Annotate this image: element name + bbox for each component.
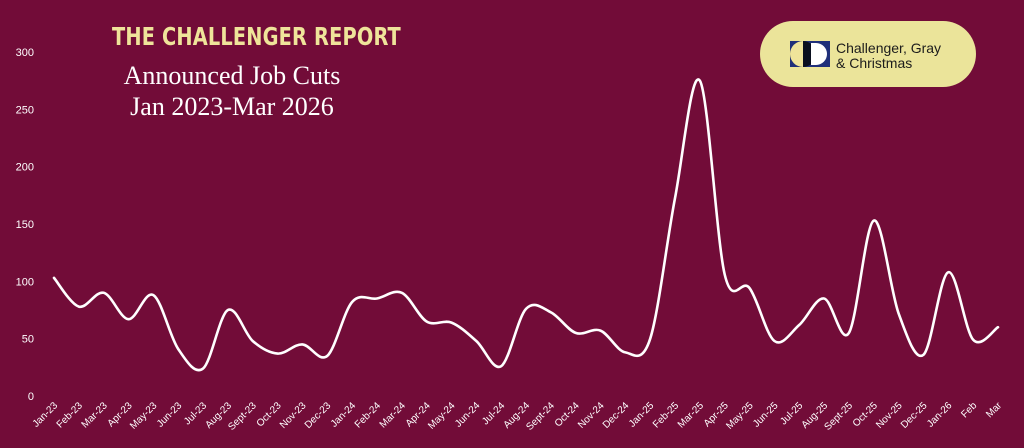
x-tick-label: Nov-25	[874, 400, 905, 431]
x-tick-label: Jun-24	[453, 400, 483, 430]
report-title: THE CHALLENGER REPORT	[112, 22, 401, 51]
logo-line1: Challenger, Gray	[836, 40, 942, 56]
series-line-job-cuts	[52, 78, 1000, 372]
x-tick-label: May-23	[128, 400, 160, 432]
chart-title: Announced Job Cuts Jan 2023-Mar 2026	[100, 60, 364, 122]
x-tick-label: Feb-25	[651, 400, 681, 430]
chart-title-line1: Announced Job Cuts	[123, 61, 341, 90]
x-tick-label: Feb	[959, 400, 979, 420]
x-tick-label: Mar-24	[378, 400, 408, 430]
y-axis: 0 50 100 150 200 250 300	[16, 47, 34, 403]
x-tick-label: Sept-23	[226, 400, 259, 433]
logo-line2: & Christmas	[836, 55, 913, 71]
x-tick-label: Jan-26	[925, 400, 955, 430]
y-tick-label: 50	[22, 334, 34, 346]
x-tick-label: Mar-25	[676, 400, 706, 430]
x-tick-label: Jun-23	[155, 400, 185, 430]
x-tick-label: Dec-24	[601, 400, 632, 431]
x-axis: Jan-23Feb-23Mar-23Apr-23May-23Jun-23Jul-…	[31, 400, 1005, 433]
y-tick-label: 300	[16, 47, 34, 59]
x-tick-label: Nov-23	[278, 400, 309, 431]
x-tick-label: Mar	[984, 400, 1004, 420]
x-tick-label: Dec-23	[303, 400, 334, 431]
x-tick-label: Feb-23	[55, 400, 85, 430]
brand-logo: Challenger, Gray & Christmas	[760, 21, 976, 87]
y-tick-label: 150	[16, 219, 34, 231]
logo-text: Challenger, Gray & Christmas	[836, 41, 941, 71]
y-tick-label: 0	[28, 391, 34, 403]
x-tick-label: Nov-24	[576, 400, 607, 431]
x-tick-label: Sept-25	[823, 400, 856, 433]
x-tick-label: Feb-24	[353, 400, 383, 430]
x-tick-label: Jun-25	[751, 400, 781, 430]
y-tick-label: 200	[16, 162, 34, 174]
y-tick-label: 100	[16, 276, 34, 288]
x-tick-label: Sept-24	[524, 400, 557, 433]
challenger-logo-icon	[790, 41, 830, 67]
x-tick-label: Dec-25	[899, 400, 930, 431]
x-tick-label: May-24	[426, 400, 458, 432]
y-tick-label: 250	[16, 104, 34, 116]
x-tick-label: Mar-23	[80, 400, 110, 430]
chart-title-line2: Jan 2023-Mar 2026	[130, 92, 334, 121]
x-tick-label: May-25	[724, 400, 756, 432]
